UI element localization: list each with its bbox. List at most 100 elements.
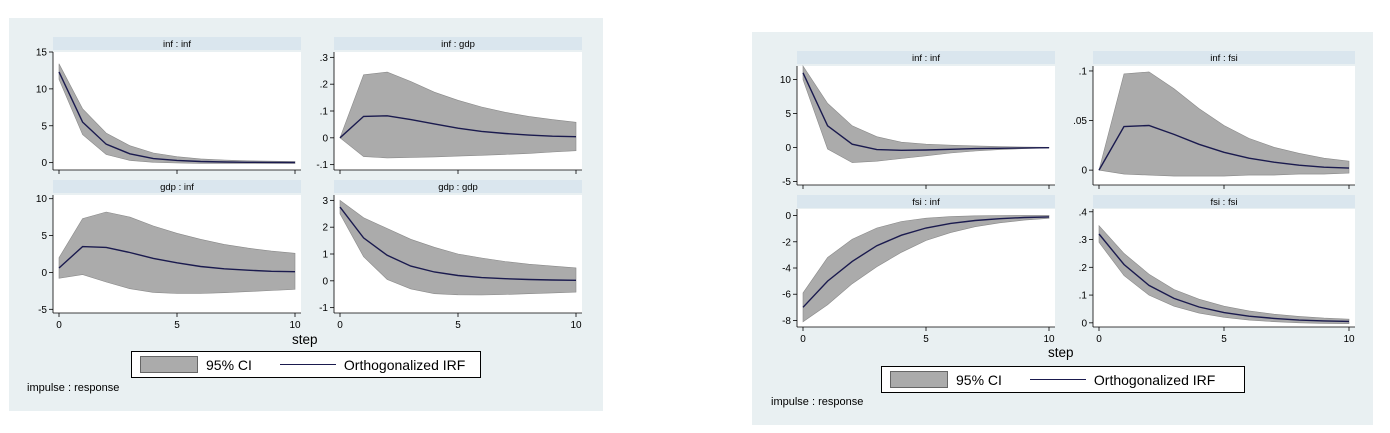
- panel-inf-inf-irf-line: [58, 71, 296, 164]
- panel-fsi-inf-header: [797, 195, 1055, 208]
- panel-inf-fsi-title: inf : fsi: [1210, 53, 1237, 64]
- panel-inf-gdp-y-tick-label: .1: [320, 107, 329, 118]
- panel-fsi-inf: fsi : inf -8 -6 -4 -2 0 0 5 10: [782, 195, 1055, 345]
- panel-fsi-inf-x-tick-label: 5: [923, 334, 929, 345]
- panel-gdp-inf-y-tick-label: -5: [38, 305, 47, 316]
- panel-fsi-fsi-y-tick-label: .3: [1079, 235, 1088, 246]
- panel-gdp-gdp-y-tick-label: 0: [322, 276, 328, 287]
- legend-irf-label: Orthogonalized IRF: [1093, 371, 1216, 388]
- legend: 95% CI Orthogonalized IRF: [881, 366, 1245, 393]
- panel-gdp-gdp-y-tick-label: 1: [322, 250, 328, 261]
- panel-gdp-gdp-y-tick-label: 2: [322, 223, 328, 234]
- panel-fsi-inf-y-tick-label: -4: [782, 264, 791, 275]
- legend-irf-line: [279, 364, 336, 365]
- panel-fsi-fsi-title: fsi : fsi: [1211, 197, 1238, 208]
- impulse-response-note: impulse : response: [27, 382, 120, 394]
- panel-inf-inf-y-tick-label: -5: [782, 177, 791, 188]
- irf-figure-right: inf : inf -5 0 5 10 inf : fsi 0 .05 .1 fsi : inf -…: [752, 32, 1373, 425]
- panel-inf-gdp-y-tick-label: .3: [320, 53, 329, 64]
- panel-inf-fsi-y-tick-label: .1: [1079, 66, 1088, 77]
- panel-inf-gdp-y-tick-label: 0: [322, 133, 328, 144]
- panel-fsi-inf-title: fsi : inf: [912, 197, 940, 208]
- panel-gdp-inf-x-tick-label: 10: [289, 320, 301, 331]
- panel-inf-fsi-irf-line: [1098, 124, 1350, 171]
- panel-inf-inf-y-tick-label: 15: [36, 48, 48, 59]
- panel-fsi-inf-x-tick-label: 0: [800, 334, 806, 345]
- panel-inf-inf-y-tick-label: 5: [785, 109, 791, 120]
- panel-inf-inf-header: [797, 51, 1055, 64]
- panel-fsi-inf-y-tick-label: -8: [782, 316, 791, 327]
- irf-plot-area-right: inf : inf -5 0 5 10 inf : fsi 0 .05 .1 fsi : inf -…: [780, 51, 1355, 345]
- legend-ci-swatch: [140, 356, 198, 373]
- panel-gdp-gdp-y-tick-label: 3: [322, 196, 328, 207]
- panel-gdp-gdp-x-tick-label: 0: [337, 320, 343, 331]
- panel-gdp-gdp-x-tick-label: 5: [455, 320, 461, 331]
- panel-inf-fsi-y-tick-label: 0: [1081, 166, 1087, 177]
- panel-fsi-inf-y-tick-label: -2: [782, 237, 791, 248]
- panel-inf-inf-y-tick-label: 0: [41, 158, 47, 169]
- legend-ci-label: 95% CI: [956, 371, 1002, 388]
- legend: 95% CI Orthogonalized IRF: [131, 351, 481, 378]
- panel-inf-inf-ci-band: [58, 63, 296, 164]
- panel-fsi-inf-y-tick-label: 0: [785, 211, 791, 222]
- panel-fsi-fsi-x-tick-label: 10: [1343, 334, 1355, 345]
- panel-inf-inf-plot-bg: [53, 52, 301, 170]
- panel-inf-inf-y-tick-label: 5: [41, 121, 47, 132]
- panel-inf-gdp-irf-line: [339, 115, 577, 139]
- legend-ci-label: 95% CI: [206, 356, 252, 373]
- panel-gdp-inf-y-tick-label: 10: [36, 194, 48, 205]
- panel-inf-inf-title: inf : inf: [163, 39, 191, 50]
- panel-inf-gdp-header: [334, 37, 582, 50]
- panel-gdp-inf-ci-band: [58, 211, 296, 294]
- panel-inf-inf: inf : inf -5 0 5 10: [780, 51, 1055, 189]
- x-axis-label: step: [1048, 345, 1074, 360]
- panel-inf-gdp-y-tick-label: .2: [320, 80, 329, 91]
- panel-inf-inf-irf-line: [802, 72, 1050, 152]
- impulse-response-note: impulse : response: [771, 396, 864, 408]
- panel-fsi-inf-ci-band: [802, 215, 1050, 323]
- panel-inf-inf-y-tick-label: 10: [780, 75, 792, 86]
- panel-fsi-inf-irf-line: [802, 216, 1050, 308]
- panel-inf-inf-y-tick-label: 10: [36, 84, 48, 95]
- panel-inf-inf: inf : inf 0 5 10 15: [36, 37, 301, 174]
- panel-gdp-gdp: gdp : gdp -1 0 1 2 3 0 5 10: [319, 180, 582, 331]
- legend-irf-label: Orthogonalized IRF: [343, 356, 466, 373]
- panel-gdp-inf-x-tick-label: 0: [56, 320, 62, 331]
- panel-fsi-fsi-y-tick-label: 0: [1081, 318, 1087, 329]
- panel-fsi-fsi: fsi : fsi 0 .1 .2 .3 .4 0 5 10: [1079, 195, 1355, 345]
- x-axis-label: step: [292, 332, 318, 347]
- panel-gdp-gdp-irf-line: [339, 206, 577, 281]
- panel-inf-inf-title: inf : inf: [912, 53, 940, 64]
- panel-gdp-gdp-y-tick-label: -1: [319, 303, 328, 314]
- panel-gdp-inf-title: gdp : inf: [160, 182, 194, 193]
- panel-gdp-gdp-x-tick-label: 10: [570, 320, 582, 331]
- legend-ci-swatch: [890, 371, 948, 388]
- panel-gdp-inf: gdp : inf -5 0 5 10 0 5 10: [36, 180, 301, 331]
- panel-fsi-fsi-y-tick-label: .2: [1079, 263, 1088, 274]
- panel-fsi-fsi-x-tick-label: 5: [1221, 334, 1227, 345]
- legend-irf-line: [1029, 379, 1086, 380]
- irf-figure-left: inf : inf 0 5 10 15 inf : gdp -.1 0.1.2.3 gdp : …: [9, 18, 603, 411]
- panel-gdp-gdp-header: [334, 180, 582, 193]
- panel-gdp-inf-irf-line: [58, 245, 296, 273]
- panel-inf-inf-y-tick-label: 0: [785, 143, 791, 154]
- panel-inf-inf-header: [53, 37, 301, 50]
- panel-inf-fsi-y-tick-label: .05: [1073, 116, 1087, 127]
- panel-inf-fsi-ci-band: [1098, 71, 1350, 177]
- panel-inf-gdp-y-tick-label: -.1: [316, 160, 328, 171]
- panel-gdp-gdp-ci-band: [339, 199, 577, 296]
- panel-fsi-inf-x-tick-label: 10: [1043, 334, 1055, 345]
- panel-gdp-inf-x-tick-label: 5: [174, 320, 180, 331]
- panel-fsi-fsi-x-tick-label: 0: [1096, 334, 1102, 345]
- panel-gdp-inf-y-tick-label: 5: [41, 231, 47, 242]
- panel-fsi-fsi-ci-band: [1098, 224, 1350, 325]
- panel-gdp-gdp-title: gdp : gdp: [438, 182, 478, 193]
- panel-gdp-inf-header: [53, 180, 301, 193]
- panel-fsi-inf-y-tick-label: -6: [782, 290, 791, 301]
- panel-inf-gdp-title: inf : gdp: [441, 39, 475, 50]
- panel-fsi-fsi-y-tick-label: .4: [1079, 207, 1088, 218]
- panel-inf-gdp: inf : gdp -.1 0 .1 .2 .3: [316, 37, 582, 174]
- panel-fsi-fsi-header: [1093, 195, 1355, 208]
- panel-fsi-fsi-y-tick-label: .1: [1079, 291, 1088, 302]
